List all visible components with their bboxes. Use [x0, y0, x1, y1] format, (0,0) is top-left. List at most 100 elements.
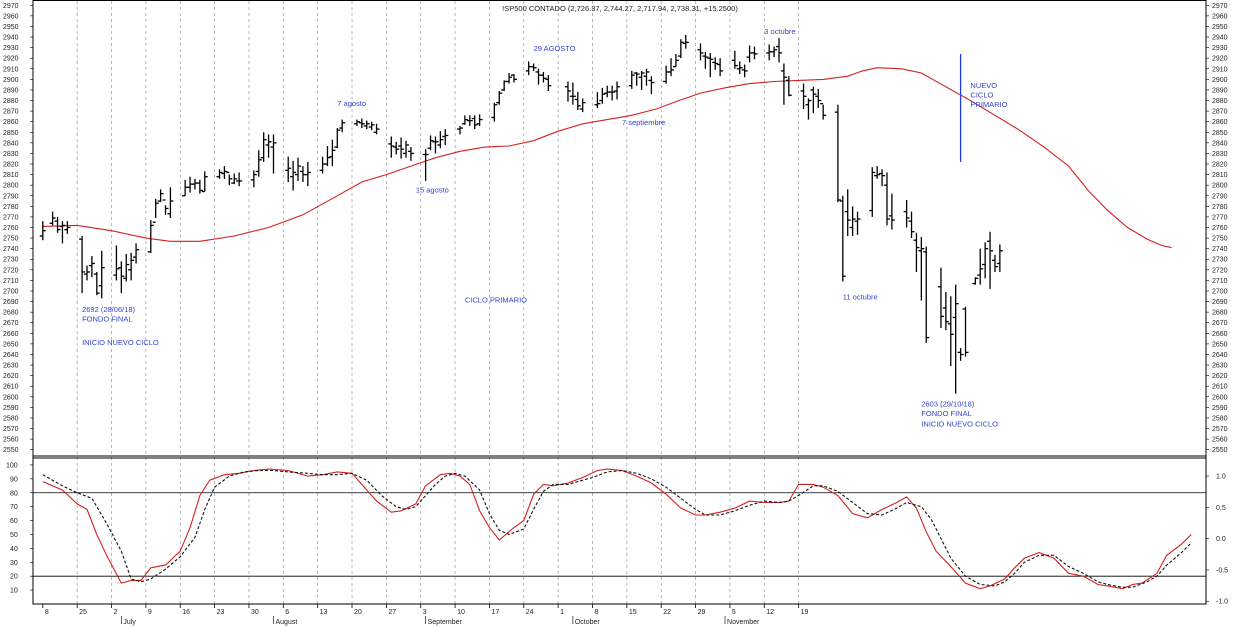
x-tick-label: 20 [354, 609, 362, 616]
osc-tick-label-left: 80 [10, 490, 18, 497]
y-tick-label-left: 2900 [3, 77, 19, 84]
price-bar [918, 237, 925, 301]
annotation-label: NUEVO [970, 81, 997, 90]
y-tick-label-right: 2750 [1212, 236, 1228, 243]
annotation-label: 2692 (28/06/18) [82, 305, 135, 314]
y-tick-label-left: 2580 [3, 415, 19, 422]
price-bar [471, 115, 478, 130]
y-tick-label-left: 2800 [3, 183, 19, 190]
osc-tick-label-left: 30 [10, 560, 18, 567]
price-bar [672, 53, 679, 68]
y-tick-label-left: 2650 [3, 341, 19, 348]
annotation-label: INICIO NUEVO CICLO [921, 419, 998, 428]
y-tick-label-left: 2960 [3, 13, 19, 20]
y-tick-label-right: 2610 [1212, 384, 1228, 391]
y-tick-label-right: 2900 [1212, 77, 1228, 84]
price-bar [363, 120, 370, 130]
x-tick-label: 8 [45, 609, 49, 616]
price-bar [643, 68, 650, 86]
price-bar [569, 82, 576, 105]
price-bar [334, 128, 341, 149]
y-tick-label-left: 2890 [3, 87, 19, 94]
price-bar [407, 147, 414, 161]
price-bar [373, 123, 380, 135]
y-tick-label-left: 2710 [3, 278, 19, 285]
y-tick-label-right: 2690 [1212, 299, 1228, 306]
y-tick-label-left: 2860 [3, 119, 19, 126]
price-bar [506, 73, 513, 84]
price-bar [398, 137, 405, 159]
price-bar [128, 252, 135, 281]
y-tick-label-right: 2670 [1212, 320, 1228, 327]
y-tick-label-right: 2930 [1212, 45, 1228, 52]
y-tick-label-left: 2670 [3, 320, 19, 327]
price-bar [614, 81, 621, 100]
y-tick-label-right: 2960 [1212, 13, 1228, 20]
y-tick-label-right: 2680 [1212, 310, 1228, 317]
y-tick-label-left: 2690 [3, 299, 19, 306]
price-bar [942, 292, 949, 331]
x-tick-label: 8 [595, 609, 599, 616]
axes: 8 25 2 9 16 23 30 6 13 20 27 3 10 17 24 1 8 15 22 29 5 12 19Ju… [3, 0, 1228, 626]
price-bar [304, 161, 311, 187]
price-bar [962, 306, 969, 357]
price-bar [712, 57, 719, 70]
price-bar [59, 221, 66, 244]
y-tick-label-left: 2660 [3, 331, 19, 338]
y-tick-label-left: 2750 [3, 236, 19, 243]
y-tick-label-right: 2580 [1212, 415, 1228, 422]
osc-tick-label-left: 20 [10, 574, 18, 581]
annotation-label: PRIMARIO [970, 100, 1007, 109]
y-tick-label-right: 2740 [1212, 246, 1228, 253]
price-bar [844, 189, 851, 236]
annotation-label: FONDO FINAL [921, 409, 971, 418]
price-bar [540, 71, 547, 83]
price-bar [157, 189, 164, 203]
x-tick-label: 17 [491, 609, 499, 616]
price-bar [491, 102, 498, 122]
price-bar [780, 63, 787, 105]
y-tick-label-left: 2620 [3, 373, 19, 380]
y-tick-label-left: 2590 [3, 405, 19, 412]
y-tick-label-right: 2820 [1212, 162, 1228, 169]
price-bar [466, 115, 473, 126]
price-bar [564, 81, 571, 102]
y-tick-label-right: 2880 [1212, 98, 1228, 105]
y-tick-label-right: 2720 [1212, 267, 1228, 274]
price-bar [118, 261, 125, 294]
annotation-label: 11 octubre [843, 292, 878, 301]
price-bar [854, 211, 861, 235]
price-bar [609, 85, 616, 101]
price-bar [64, 221, 71, 234]
y-tick-label-right: 2800 [1212, 183, 1228, 190]
price-bar [594, 92, 601, 108]
price-bar [937, 267, 944, 329]
price-bar [648, 76, 655, 95]
price-bar [697, 43, 704, 61]
osc-tick-label-right: 1.0 [1216, 474, 1226, 481]
y-tick-label-left: 2850 [3, 130, 19, 137]
osc-tick-label-right: 0.0 [1216, 536, 1226, 543]
y-tick-label-left: 2780 [3, 204, 19, 211]
price-bar [633, 71, 640, 86]
x-tick-label: 24 [526, 609, 534, 616]
price-bar [295, 157, 302, 181]
price-bar [731, 50, 738, 69]
price-bar [201, 171, 208, 193]
price-bar [461, 115, 468, 125]
y-tick-label-left: 2630 [3, 363, 19, 370]
price-bar [147, 220, 154, 253]
price-bar [707, 52, 714, 78]
x-tick-label: 15 [629, 609, 637, 616]
price-bar [977, 248, 984, 285]
annotation-label: CICLO [970, 90, 993, 99]
grid [76, 1, 799, 604]
price-bar [167, 187, 174, 218]
moving-average [42, 67, 1172, 249]
y-tick-label-left: 2930 [3, 45, 19, 52]
chart-title: !SP500 CONTADO (2,726.37, 2,744.27, 2,71… [502, 4, 738, 13]
y-tick-label-left: 2550 [3, 447, 19, 454]
price-bar [368, 121, 375, 131]
price-bar [496, 91, 503, 105]
